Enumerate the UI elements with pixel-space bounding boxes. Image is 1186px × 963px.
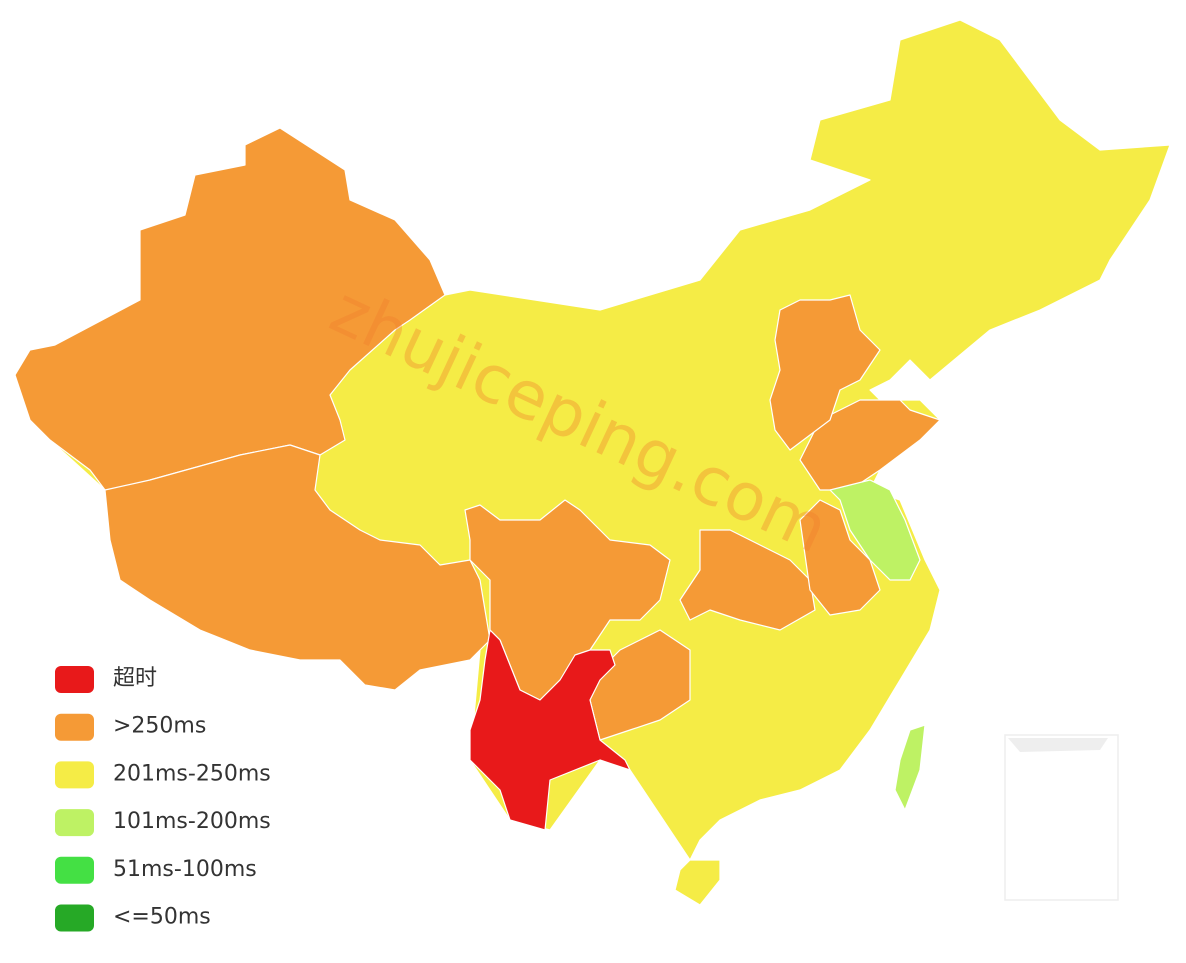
inset-land (1008, 738, 1108, 752)
regions (14, 19, 1171, 906)
legend-swatch (55, 713, 94, 741)
legend-label: >250ms (113, 714, 206, 739)
legend-label: <=50ms (113, 905, 211, 930)
legend-swatch (55, 809, 94, 837)
legend: 超时 >250ms 201ms-250ms 101ms-200ms 51ms-100ms… (55, 666, 271, 932)
legend-label: 101ms-200ms (113, 809, 271, 834)
legend-swatch (55, 856, 94, 884)
inset-frame (1004, 734, 1119, 901)
sichuan (464, 499, 671, 701)
legend-label: 201ms-250ms (113, 761, 271, 786)
legend-label: 51ms-100ms (113, 857, 257, 882)
hebei (769, 294, 881, 451)
taiwan (894, 724, 926, 811)
tibet (104, 444, 491, 691)
legend-swatch (55, 761, 94, 789)
yunnan (469, 629, 631, 831)
south-sea-inset (1004, 734, 1119, 901)
anhui (799, 499, 881, 616)
legend-label: 超时 (113, 666, 157, 691)
hainan (674, 859, 721, 906)
legend-swatch (55, 666, 94, 693)
legend-swatch (55, 904, 94, 932)
jiangsu (829, 479, 921, 581)
